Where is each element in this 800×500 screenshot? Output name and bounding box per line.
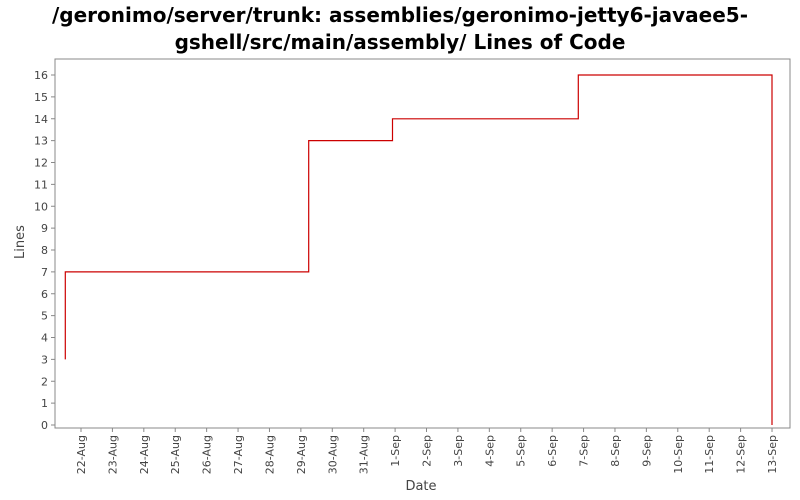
x-tick-label: 25-Aug	[169, 435, 182, 474]
x-tick-label: 23-Aug	[106, 435, 119, 474]
y-tick-label: 13	[34, 135, 48, 148]
y-axis-label: Lines	[13, 225, 28, 259]
x-tick-label: 22-Aug	[75, 435, 88, 474]
y-tick-label: 7	[41, 266, 48, 279]
y-tick-label: 15	[34, 91, 48, 104]
x-tick-label: 13-Sep	[766, 435, 779, 474]
y-tick-label: 9	[41, 222, 48, 235]
x-tick-label: 6-Sep	[546, 435, 559, 467]
y-tick-label: 5	[41, 310, 48, 323]
x-tick-label: 7-Sep	[578, 435, 591, 467]
x-tick-label: 26-Aug	[201, 435, 214, 474]
y-tick-label: 2	[41, 375, 48, 388]
x-tick-label: 9-Sep	[640, 435, 653, 467]
x-tick-label: 31-Aug	[358, 435, 371, 474]
x-tick-label: 5-Sep	[515, 435, 528, 467]
chart-title-line-1: /geronimo/server/trunk: assemblies/geron…	[51, 3, 749, 27]
series-lines-of-code	[64, 74, 773, 425]
x-tick-label: 1-Sep	[389, 435, 402, 467]
y-tick-label: 3	[41, 353, 48, 366]
x-tick-label: 24-Aug	[138, 435, 151, 474]
x-axis: 22-Aug 23-Aug 24-Aug 25-Aug 26-Aug 27-Aug 28-A…	[75, 428, 779, 474]
y-tick-label: 14	[34, 113, 48, 126]
x-tick-label: 2-Sep	[421, 435, 434, 467]
y-tick-label: 8	[41, 244, 48, 257]
y-tick-label: 4	[41, 332, 48, 345]
chart-title: /geronimo/server/trunk: assemblies/geron…	[0, 2, 800, 56]
x-tick-label: 29-Aug	[295, 435, 308, 474]
y-tick-label: 1	[41, 397, 48, 410]
y-tick-label: 0	[41, 419, 48, 432]
series-line	[64, 74, 773, 425]
plot-area	[54, 58, 791, 429]
y-tick-label: 11	[34, 178, 48, 191]
y-tick-label: 6	[41, 288, 48, 301]
x-tick-label: 8-Sep	[609, 435, 622, 467]
x-tick-label: 12-Sep	[735, 435, 748, 474]
chart-title-line-2: gshell/src/main/assembly/ Lines of Code	[174, 30, 626, 54]
y-tick-label: 16	[34, 69, 48, 82]
x-tick-label: 28-Aug	[263, 435, 276, 474]
x-axis-label: Date	[405, 479, 436, 494]
x-tick-label: 4-Sep	[483, 435, 496, 467]
x-tick-label: 3-Sep	[452, 435, 465, 467]
x-tick-label: 27-Aug	[232, 435, 245, 474]
y-tick-label: 10	[34, 200, 48, 213]
x-tick-label: 10-Sep	[672, 435, 685, 474]
x-tick-label: 30-Aug	[326, 435, 339, 474]
y-tick-label: 12	[34, 157, 48, 170]
x-tick-label: 11-Sep	[703, 435, 716, 474]
